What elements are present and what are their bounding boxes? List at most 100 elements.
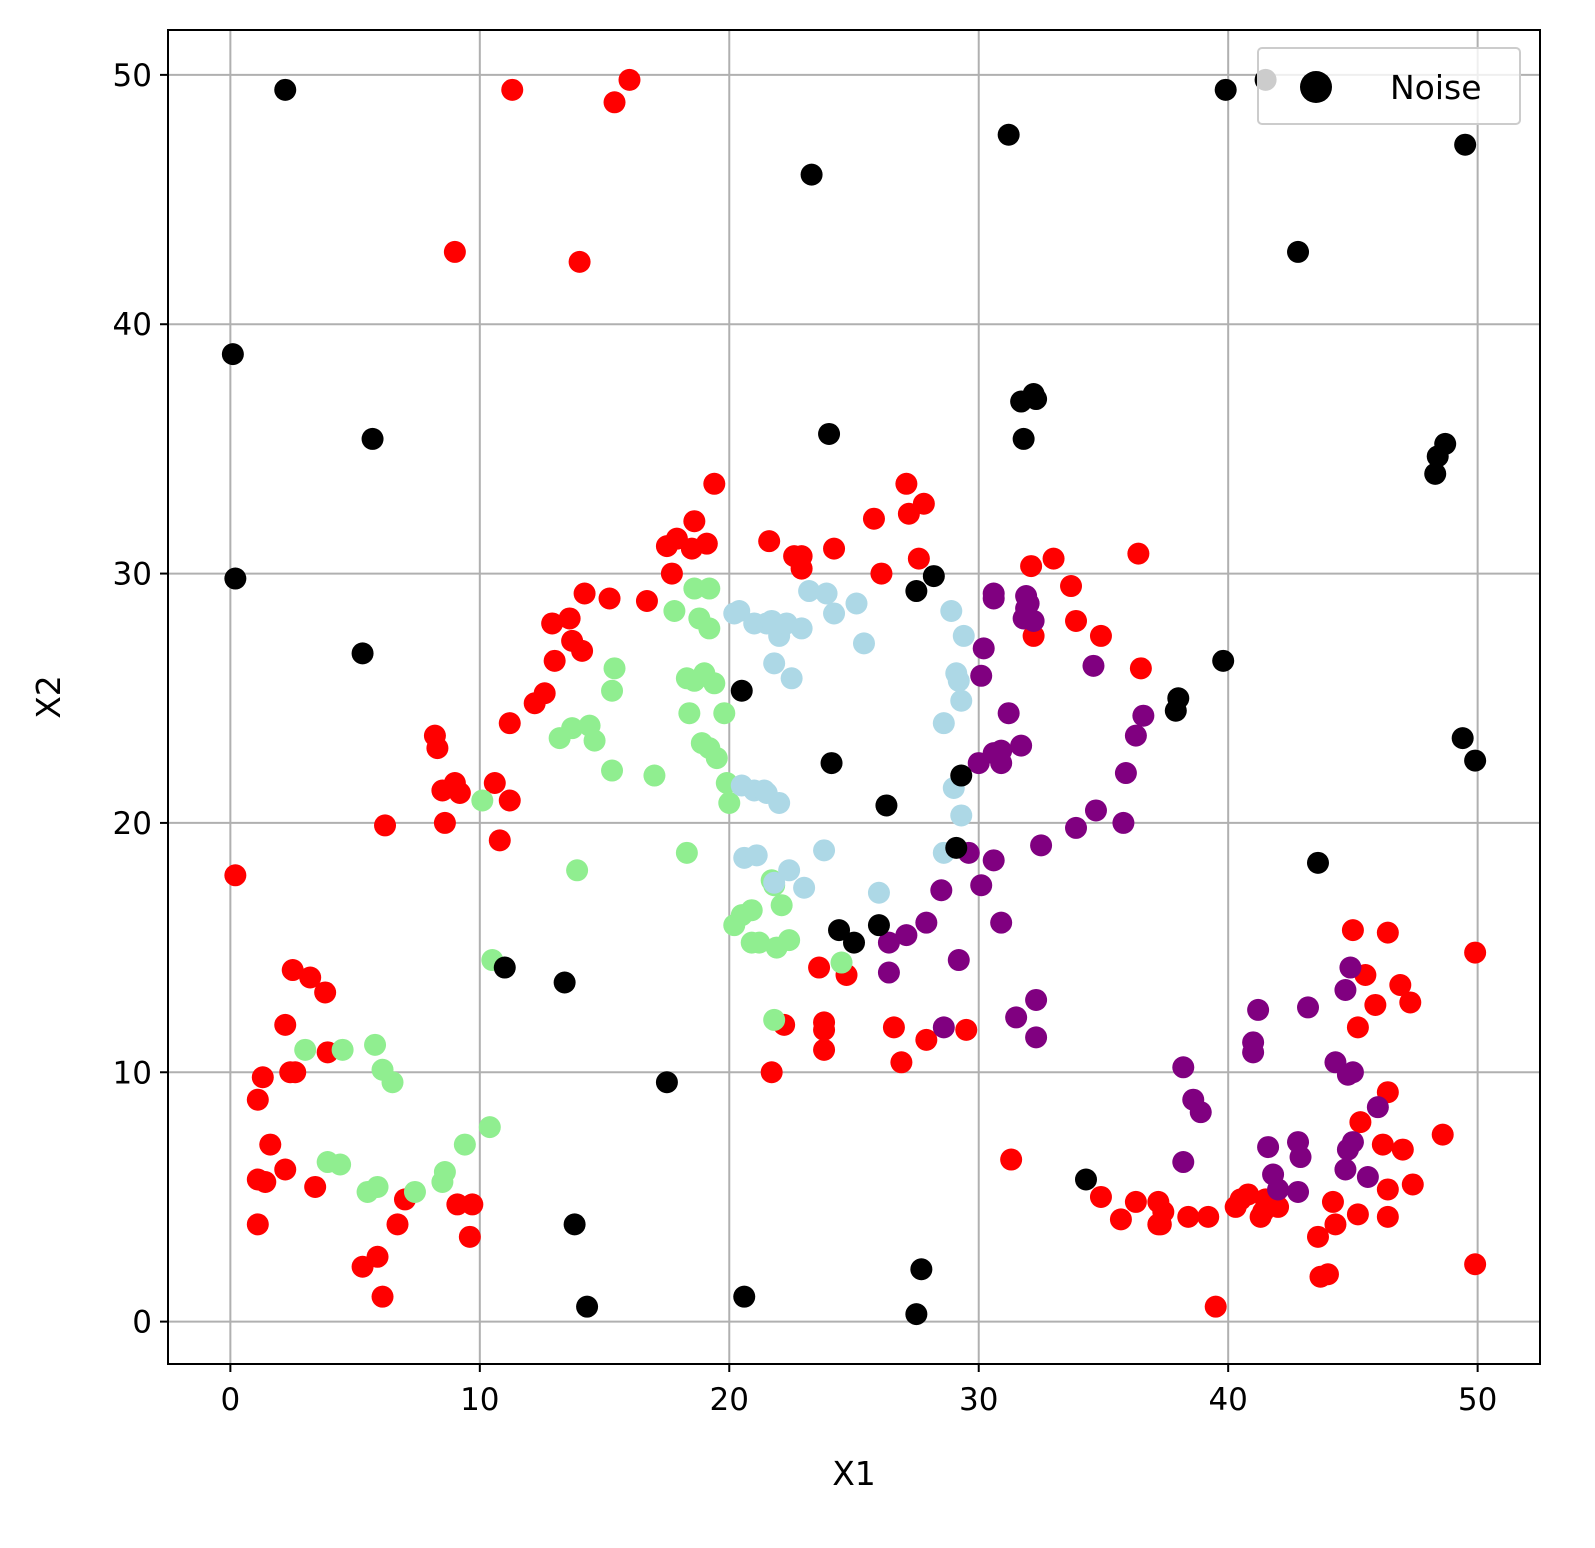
data-point-series-1: [770, 894, 793, 917]
data-point-series-0: [433, 811, 456, 834]
data-point-series-1: [693, 664, 716, 687]
data-point-series-2: [952, 624, 975, 647]
data-point-series-0: [1341, 919, 1364, 942]
data-point-series-noise: [1454, 133, 1477, 156]
x-tick-label: 30: [959, 1382, 998, 1418]
data-point-series-1: [403, 1180, 426, 1203]
data-point-series-0: [758, 530, 781, 553]
y-axis-label: X2: [29, 675, 68, 719]
data-point-series-0: [274, 1013, 297, 1036]
data-point-series-0: [703, 472, 726, 495]
data-point-series-0: [458, 1225, 481, 1248]
data-point-series-0: [1346, 1203, 1369, 1226]
data-point-series-noise: [1012, 427, 1035, 450]
data-point-series-0: [1306, 1225, 1329, 1248]
data-point-series-0: [314, 981, 337, 1004]
data-point-series-2: [778, 859, 801, 882]
data-point-series-0: [498, 789, 521, 812]
data-point-series-noise: [910, 1258, 933, 1281]
data-point-series-3: [930, 879, 953, 902]
data-point-series-noise: [922, 565, 945, 588]
data-point-series-0: [501, 78, 524, 101]
data-point-series-0: [1431, 1123, 1454, 1146]
data-point-series-3: [947, 949, 970, 972]
data-point-series-0: [443, 240, 466, 263]
data-point-series-noise: [1306, 851, 1329, 874]
x-tick-label: 20: [710, 1382, 749, 1418]
data-point-series-2: [815, 582, 838, 605]
data-point-series-0: [533, 682, 556, 705]
y-tick-label: 30: [113, 557, 152, 593]
data-point-series-1: [748, 931, 771, 954]
data-point-series-0: [1389, 973, 1412, 996]
data-point-series-2: [763, 871, 786, 894]
data-point-series-3: [1242, 1041, 1265, 1064]
data-point-series-0: [299, 966, 322, 989]
data-points: [221, 68, 1487, 1326]
data-point-series-3: [895, 924, 918, 947]
data-point-series-3: [1341, 1131, 1364, 1154]
data-point-series-1: [763, 1008, 786, 1031]
data-point-series-noise: [1212, 649, 1235, 672]
data-point-series-3: [990, 911, 1013, 934]
data-point-series-2: [790, 617, 813, 640]
data-point-series-0: [882, 1016, 905, 1039]
data-point-series-0: [1124, 1190, 1147, 1213]
data-point-series-0: [246, 1088, 269, 1111]
data-point-series-1: [331, 1038, 354, 1061]
data-point-series-noise: [843, 931, 865, 954]
data-point-series-0: [1127, 542, 1150, 565]
data-point-series-3: [1267, 1178, 1290, 1201]
data-point-series-1: [740, 899, 763, 922]
data-point-series-0: [568, 250, 591, 273]
data-point-series-1: [643, 764, 666, 787]
data-point-series-3: [1334, 978, 1357, 1001]
data-point-series-noise: [1074, 1168, 1097, 1191]
data-point-series-2: [763, 652, 786, 675]
data-point-series-1: [566, 859, 589, 882]
data-point-series-2: [823, 602, 846, 625]
data-point-series-0: [1349, 1111, 1372, 1134]
data-point-series-0: [618, 68, 641, 91]
data-point-series-3: [1065, 816, 1088, 839]
data-point-series-2: [768, 791, 791, 814]
data-point-series-noise: [733, 1285, 756, 1308]
data-point-series-0: [1376, 1178, 1399, 1201]
data-point-series-1: [678, 702, 701, 725]
data-point-series-0: [598, 587, 621, 610]
data-point-series-0: [558, 607, 581, 630]
data-point-series-1: [578, 714, 601, 737]
data-point-series-1: [718, 791, 741, 814]
data-point-series-0: [695, 532, 718, 555]
data-point-series-noise: [1164, 699, 1187, 722]
data-point-series-0: [1109, 1208, 1132, 1231]
data-point-series-3: [970, 874, 993, 897]
data-point-series-1: [381, 1071, 404, 1094]
data-point-series-0: [254, 1170, 277, 1193]
data-point-series-0: [1065, 609, 1088, 632]
data-point-series-0: [483, 772, 506, 795]
data-point-series-1: [316, 1151, 339, 1174]
data-point-series-0: [1376, 1205, 1399, 1228]
data-point-series-noise: [1287, 240, 1310, 263]
legend-label-noise: Noise: [1390, 68, 1482, 107]
data-point-series-3: [1257, 1136, 1280, 1159]
y-tick-label: 10: [113, 1055, 152, 1091]
data-point-series-3: [1084, 799, 1107, 822]
data-point-series-0: [1364, 993, 1387, 1016]
data-point-series-3: [1022, 609, 1045, 632]
data-point-series-3: [1010, 734, 1033, 757]
data-point-series-0: [1197, 1205, 1220, 1228]
data-point-series-0: [543, 649, 566, 672]
data-point-series-0: [423, 724, 446, 747]
data-point-series-0: [870, 562, 893, 585]
data-point-series-0: [1267, 1195, 1290, 1218]
data-point-series-3: [877, 931, 900, 954]
legend-marker-noise: [1300, 71, 1332, 103]
data-point-series-0: [1391, 1138, 1414, 1161]
data-point-series-0: [1000, 1148, 1023, 1171]
data-point-series-2: [793, 876, 816, 899]
data-point-series-2: [728, 599, 751, 622]
data-point-series-3: [1132, 704, 1155, 727]
data-point-series-0: [1204, 1295, 1227, 1318]
